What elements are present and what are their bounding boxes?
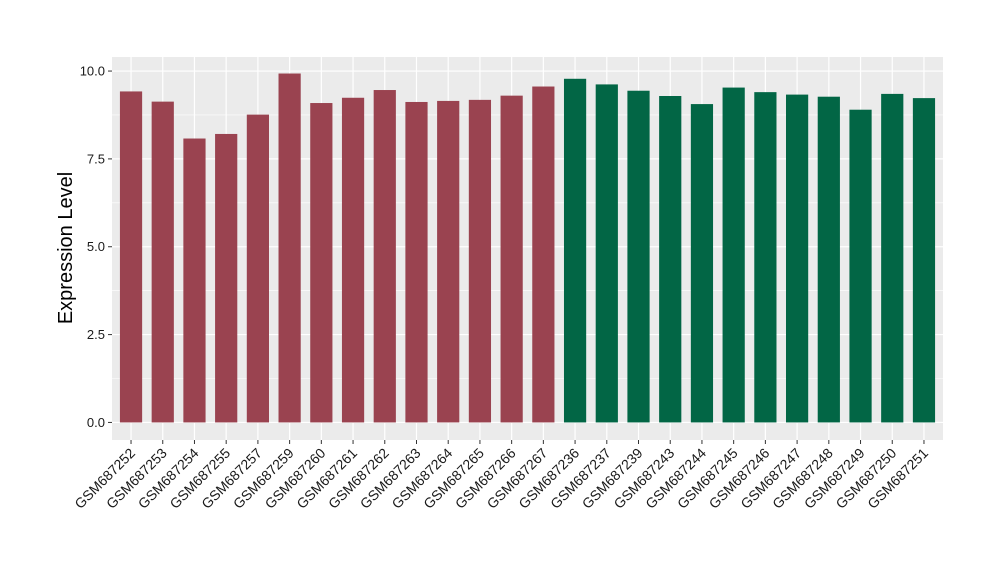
bar-GSM687267: [532, 86, 555, 423]
y-tick-label: 5.0: [87, 239, 105, 254]
bar-GSM687253: [151, 101, 174, 423]
bar-GSM687237: [595, 84, 618, 423]
bar-GSM687250: [881, 93, 904, 423]
y-tick-label: 10.0: [80, 64, 105, 79]
bar-GSM687249: [849, 109, 872, 423]
bar-GSM687264: [437, 100, 460, 423]
bar-GSM687245: [722, 87, 745, 423]
y-tick-label: 0.0: [87, 415, 105, 430]
bar-GSM687255: [215, 133, 238, 423]
bar-GSM687248: [817, 96, 840, 423]
bars: [119, 73, 936, 423]
y-tick-label: 7.5: [87, 151, 105, 166]
x-axis: GSM687252GSM687253GSM687254GSM687255GSM6…: [71, 440, 931, 512]
y-axis: 0.0 2.5 5.0 7.5 10.0: [80, 64, 112, 430]
bar-GSM687236: [563, 78, 587, 423]
bar-GSM687260: [310, 103, 333, 423]
bar-GSM687263: [405, 101, 428, 423]
bar-GSM687254: [183, 138, 206, 423]
y-axis-title: Expression Level: [55, 172, 77, 324]
bar-GSM687243: [659, 96, 682, 423]
bar-GSM687265: [468, 99, 492, 423]
bar-GSM687262: [373, 90, 396, 423]
bar-GSM687252: [119, 91, 143, 423]
bar-GSM687239: [627, 90, 650, 423]
y-tick-label: 2.5: [87, 327, 105, 342]
bar-GSM687246: [754, 92, 777, 423]
bar-GSM687257: [246, 114, 270, 423]
bar-GSM687261: [341, 97, 365, 423]
bar-GSM687266: [500, 95, 523, 423]
bar-GSM687259: [278, 73, 301, 423]
bar-GSM687251: [912, 98, 936, 423]
bar-GSM687244: [690, 104, 714, 423]
bar-GSM687247: [785, 94, 809, 423]
